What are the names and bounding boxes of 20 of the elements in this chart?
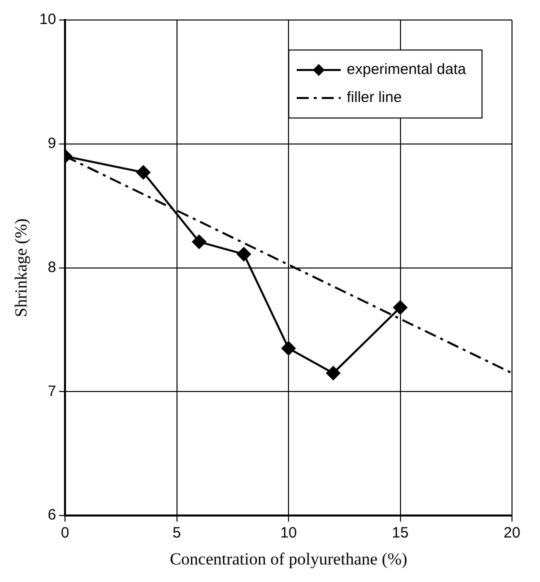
y-tick-label: 8 [48,258,56,276]
y-axis-title: Shrinkage (%) [12,218,31,318]
y-tick-label: 9 [48,135,56,152]
x-axis-title: Concentration of polyurethane (%) [170,549,408,568]
point [393,300,408,314]
point [236,247,251,262]
point [282,341,296,356]
x-tick-label: 5 [172,524,181,542]
point [326,366,340,380]
x-tick-label: 0 [60,524,70,542]
y-tick-label: 10 [39,11,56,28]
y-tick-label: 7 [48,382,56,400]
legend-label: filler line [346,89,402,106]
point [192,234,206,249]
x-tick-label: 20 [504,524,520,542]
y-tick-label: 6 [48,506,56,524]
x-tick-label: 15 [392,524,409,542]
x-tick-label: 10 [280,524,297,542]
point [136,165,150,180]
legend-label: experimental data [346,61,467,78]
